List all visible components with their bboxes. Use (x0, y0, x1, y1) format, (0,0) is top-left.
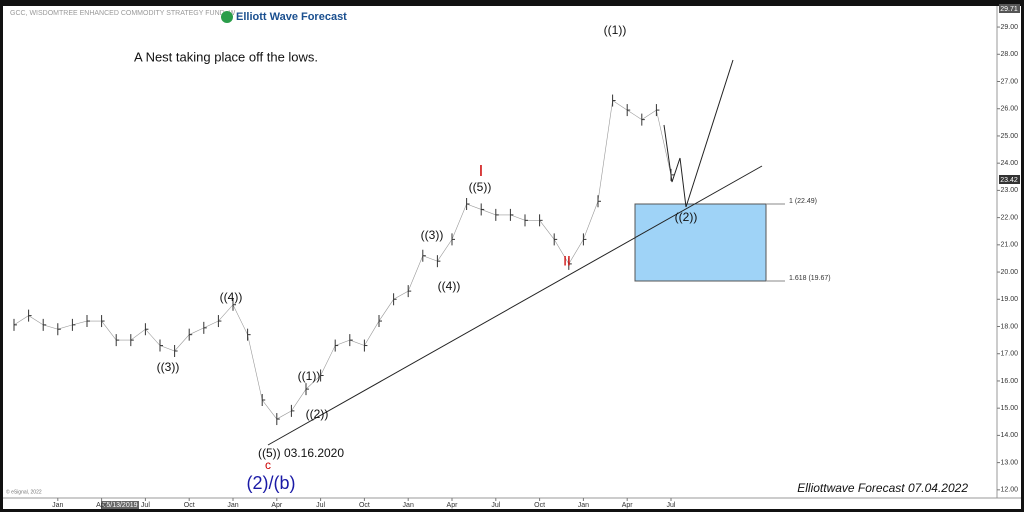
y-tick-label: 15.00 (1000, 405, 1018, 412)
wave-label: ((2)) (675, 210, 698, 224)
plot-bg (3, 6, 1021, 509)
x-tick-label: Jul (141, 502, 150, 509)
y-tick-label: 18.00 (1000, 323, 1018, 330)
x-tick-label: Oct (359, 502, 370, 509)
x-tick-label: Oct (534, 502, 545, 509)
price-marker-bg (999, 175, 1020, 184)
y-tick-label: 26.00 (1000, 106, 1018, 113)
wave-label: ((3)) (157, 360, 180, 374)
date-marker-bg (101, 501, 139, 509)
y-tick-label: 13.00 (1000, 459, 1018, 466)
y-tick-label: 21.00 (1000, 242, 1018, 249)
wave-label: II (563, 253, 571, 269)
y-tick-label: 17.00 (1000, 351, 1018, 358)
y-tick-label: 14.00 (1000, 432, 1018, 439)
wave-label: ((1)) (298, 369, 321, 383)
price-line (13, 100, 672, 420)
x-tick-label: Apr (447, 502, 459, 509)
wave-label: ((5)) (469, 180, 492, 194)
x-tick-label: Apr (622, 502, 634, 509)
wave-label: ((5)) 03.16.2020 (258, 446, 344, 460)
x-tick-label: Jan (578, 502, 589, 509)
wave-label: (2)/(b) (247, 473, 296, 493)
y-tick-label: 23.00 (1000, 187, 1018, 194)
x-tick-label: Jan (227, 502, 238, 509)
date-marker: 05/13/2019 (102, 502, 137, 509)
y-tick-label: 19.00 (1000, 296, 1018, 303)
wave-label: I (479, 163, 483, 180)
fib-label: 1 (22.49) (789, 198, 817, 205)
y-tick-label: 28.00 (1000, 51, 1018, 58)
y-tick-label: 16.00 (1000, 378, 1018, 385)
price-marker: 23.42 (1000, 177, 1018, 184)
x-tick-label: Jul (491, 502, 500, 509)
wave-label: ((4)) (438, 279, 461, 293)
price-marker: 29.71 (1000, 6, 1018, 13)
y-tick-label: 12.00 (1000, 487, 1018, 494)
wave-label: c (265, 458, 271, 472)
wave-label: ((4)) (220, 290, 243, 304)
x-tick-label: Jul (316, 502, 325, 509)
brand: Elliott Wave Forecast (236, 11, 347, 23)
note: A Nest taking place off the lows. (134, 49, 318, 64)
y-tick-label: 29.00 (1000, 24, 1018, 31)
y-tick-label: 27.00 (1000, 78, 1018, 85)
chart-title: GCC, WISDOMTREE ENHANCED COMMODITY STRAT… (10, 10, 236, 17)
wave-label: ((2)) (306, 407, 329, 421)
copyright: © eSignal, 2022 (6, 488, 42, 495)
wave-label: ((3)) (421, 228, 444, 242)
x-tick-label: Oct (184, 502, 195, 509)
y-tick-label: 20.00 (1000, 269, 1018, 276)
x-tick-label: Apr (271, 502, 283, 509)
y-tick-label: 24.00 (1000, 160, 1018, 167)
price-marker-bg (999, 4, 1020, 13)
trend-line (267, 165, 763, 446)
x-tick-label: Jan (52, 502, 63, 509)
x-tick-label: Apr (96, 502, 108, 509)
x-tick-label: Jan (403, 502, 414, 509)
x-tick-label: Jul (667, 502, 676, 509)
footer: Elliottwave Forecast 07.04.2022 (797, 481, 968, 495)
y-tick-label: 25.00 (1000, 133, 1018, 140)
y-tick-label: 22.00 (1000, 214, 1018, 221)
brand-logo (221, 11, 233, 23)
projection-path (663, 59, 734, 208)
target-box (634, 203, 767, 282)
wave-label: ((1)) (604, 23, 627, 37)
fib-label: 1.618 (19.67) (789, 275, 831, 282)
